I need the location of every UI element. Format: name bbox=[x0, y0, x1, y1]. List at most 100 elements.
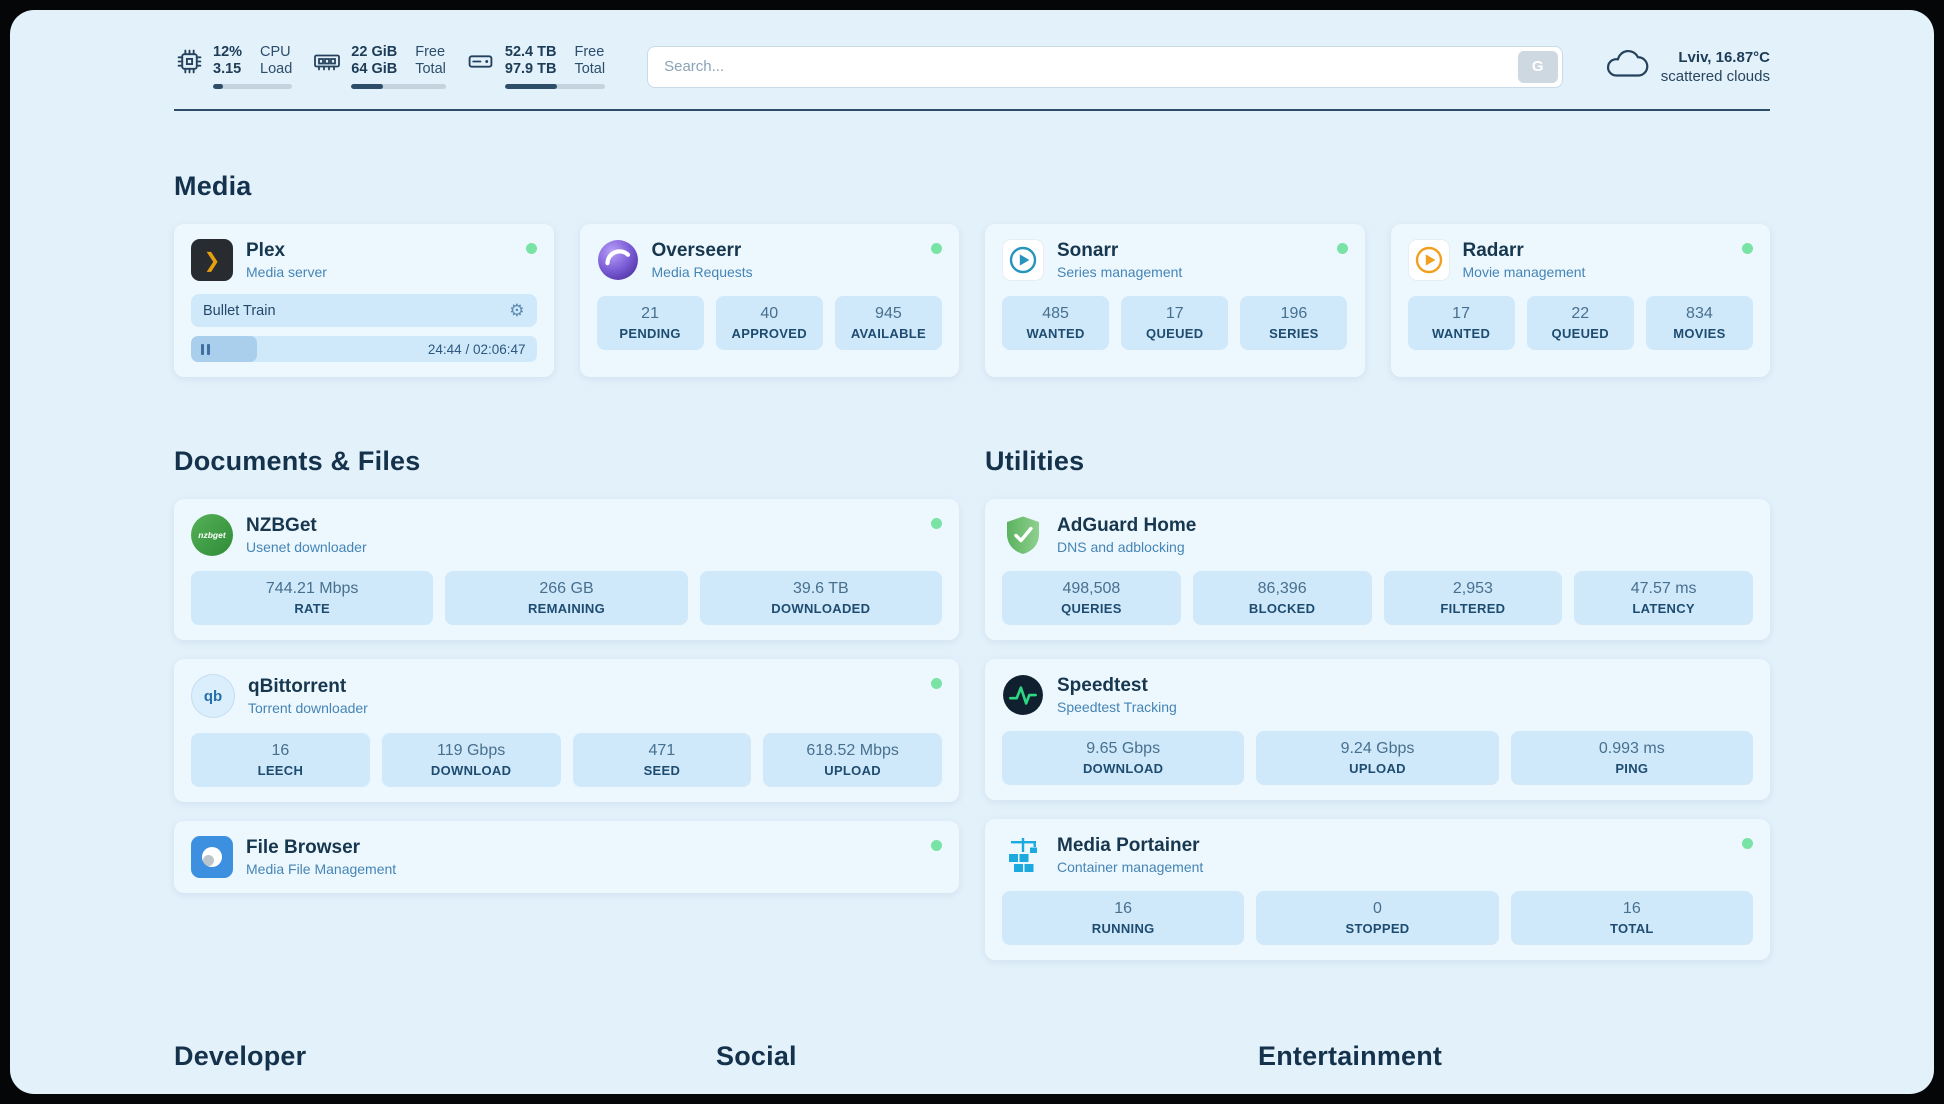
stat-tile: 21 PENDING bbox=[596, 296, 704, 351]
pause-icon[interactable] bbox=[201, 343, 204, 355]
qbittorrent-icon: qb bbox=[191, 674, 235, 719]
weather-location: Lviv, 16.87°C bbox=[1678, 48, 1770, 66]
service-name: AdGuard Home bbox=[1057, 514, 1197, 536]
search-input[interactable] bbox=[647, 45, 1563, 88]
status-dot bbox=[1336, 243, 1348, 255]
stat-tile: 0 STOPPED bbox=[1256, 891, 1499, 946]
service-card-speedtest[interactable]: Speedtest Speedtest Tracking 9.65 Gbps D… bbox=[985, 659, 1770, 801]
plex-icon bbox=[191, 239, 233, 282]
section-title-entertainment: Entertainment bbox=[1258, 1040, 1443, 1071]
service-subtitle: Usenet downloader bbox=[246, 538, 367, 555]
stat-tile: 119 Gbps DOWNLOAD bbox=[381, 733, 561, 788]
stat-tile: 196 SERIES bbox=[1240, 296, 1348, 351]
service-name: File Browser bbox=[246, 836, 361, 858]
dashboard-page: 12% 3.15 CPU Load bbox=[10, 10, 1934, 1094]
cpu-progress-fill bbox=[213, 84, 223, 89]
topbar: 12% 3.15 CPU Load bbox=[174, 44, 1770, 89]
search-engine-button[interactable]: G bbox=[1517, 50, 1558, 83]
cpu-load-value: 3.15 bbox=[213, 61, 242, 77]
section-media: Media Plex Media server Bullet Train ⚙ bbox=[174, 171, 1770, 378]
section-title-media: Media bbox=[174, 171, 252, 201]
playback-progress-fill bbox=[191, 336, 257, 363]
pause-icon[interactable] bbox=[207, 343, 210, 355]
section-entertainment: Entertainment YT YouTube youtube.com NF … bbox=[1258, 1018, 1770, 1094]
gear-icon[interactable]: ⚙ bbox=[509, 301, 525, 321]
stat-tile: 22 QUEUED bbox=[1526, 296, 1634, 351]
service-card-overseerr[interactable]: Overseerr Media Requests 21 PENDING 40 A… bbox=[579, 224, 959, 378]
service-subtitle: Media Requests bbox=[651, 263, 753, 280]
disk-icon bbox=[466, 46, 496, 76]
service-card-plex[interactable]: Plex Media server Bullet Train ⚙ 24:44 /… bbox=[174, 224, 554, 378]
status-dot bbox=[931, 518, 942, 530]
service-name: Radarr bbox=[1462, 239, 1524, 261]
stat-tile: 17 QUEUED bbox=[1121, 296, 1229, 351]
service-subtitle: Media File Management bbox=[246, 860, 397, 877]
stat-tile: 16 RUNNING bbox=[1002, 891, 1245, 946]
service-card-portainer[interactable]: Media Portainer Container management 16 … bbox=[985, 819, 1770, 961]
service-subtitle: Series management bbox=[1057, 263, 1183, 280]
disk-total-label: Total bbox=[574, 61, 606, 77]
ram-free-label: Free bbox=[415, 44, 446, 60]
section-utilities: Utilities bbox=[985, 423, 1770, 961]
service-card-qbittorrent[interactable]: qb qBittorrent Torrent downloader 16 LEE… bbox=[174, 659, 959, 803]
stat-tile: 16 TOTAL bbox=[1510, 891, 1753, 946]
stat-tile: 618.52 Mbps UPLOAD bbox=[763, 733, 942, 788]
service-card-sonarr[interactable]: Sonarr Series management 485 WANTED 17 Q… bbox=[985, 224, 1365, 378]
status-dot bbox=[1742, 838, 1753, 850]
service-card-nzbget[interactable]: nzbget NZBGet Usenet downloader 744.21 M… bbox=[174, 499, 959, 641]
disk-free-label: Free bbox=[574, 44, 605, 60]
ram-free-value: 22 GiB bbox=[351, 44, 398, 60]
stat-tile: 266 GB REMAINING bbox=[445, 571, 688, 626]
service-name: Overseerr bbox=[651, 239, 742, 261]
section-documents: Documents & Files nzbget NZBGet Usenet d… bbox=[174, 423, 959, 960]
filebrowser-icon bbox=[191, 836, 233, 879]
ram-icon bbox=[312, 46, 342, 76]
service-subtitle: Speedtest Tracking bbox=[1057, 698, 1177, 715]
stat-tile: 86,396 BLOCKED bbox=[1192, 571, 1372, 626]
service-card-adguard[interactable]: AdGuard Home DNS and adblocking 498,508 … bbox=[985, 499, 1770, 641]
sonarr-icon bbox=[1002, 239, 1044, 282]
service-subtitle: Media server bbox=[246, 263, 327, 280]
stat-tile: 471 SEED bbox=[572, 733, 752, 788]
service-name: Media Portainer bbox=[1057, 834, 1200, 856]
ram-progress-fill bbox=[351, 84, 384, 89]
disk-progressbar bbox=[504, 84, 606, 89]
weather-widget: Lviv, 16.87°C scattered clouds bbox=[1603, 47, 1770, 86]
stat-tile: 2,953 FILTERED bbox=[1383, 571, 1563, 626]
status-dot bbox=[931, 840, 942, 852]
service-subtitle: Torrent downloader bbox=[248, 699, 368, 716]
cpu-usage-value: 12% bbox=[213, 44, 243, 60]
stat-tile: 40 APPROVED bbox=[715, 296, 823, 351]
speedtest-icon bbox=[1002, 674, 1044, 716]
service-name: NZBGet bbox=[246, 514, 317, 536]
disk-widget: 52.4 TB 97.9 TB Free Total bbox=[466, 44, 606, 89]
now-playing-title: Bullet Train bbox=[203, 302, 276, 319]
stat-tile: 744.21 Mbps RATE bbox=[191, 571, 434, 626]
adguard-icon bbox=[1002, 514, 1044, 556]
status-dot bbox=[1742, 243, 1753, 255]
status-dot bbox=[525, 243, 537, 255]
service-name: Speedtest bbox=[1057, 674, 1148, 696]
service-name: Sonarr bbox=[1057, 239, 1119, 261]
weather-condition: scattered clouds bbox=[1660, 67, 1770, 85]
section-title-documents: Documents & Files bbox=[174, 445, 421, 476]
ram-progressbar bbox=[351, 84, 446, 89]
overseerr-icon bbox=[597, 239, 639, 281]
portainer-icon bbox=[1002, 834, 1044, 876]
stat-tile: 834 MOVIES bbox=[1645, 296, 1753, 351]
service-card-filebrowser[interactable]: File Browser Media File Management bbox=[174, 821, 959, 894]
service-card-radarr[interactable]: Radarr Movie management 17 WANTED 22 QUE… bbox=[1390, 224, 1770, 378]
topbar-divider bbox=[174, 109, 1770, 111]
stat-tile: 945 AVAILABLE bbox=[834, 296, 942, 351]
cloud-icon bbox=[1603, 47, 1649, 86]
ram-total-value: 64 GiB bbox=[351, 61, 398, 77]
nzbget-icon: nzbget bbox=[191, 514, 233, 557]
section-title-developer: Developer bbox=[174, 1040, 307, 1071]
status-dot bbox=[931, 678, 942, 690]
stat-tile: 9.65 Gbps DOWNLOAD bbox=[1002, 731, 1245, 786]
service-subtitle: Movie management bbox=[1462, 263, 1586, 280]
ram-total-label: Total bbox=[415, 61, 446, 77]
cpu-progressbar bbox=[213, 84, 293, 89]
stat-tile: 485 WANTED bbox=[1002, 296, 1110, 351]
